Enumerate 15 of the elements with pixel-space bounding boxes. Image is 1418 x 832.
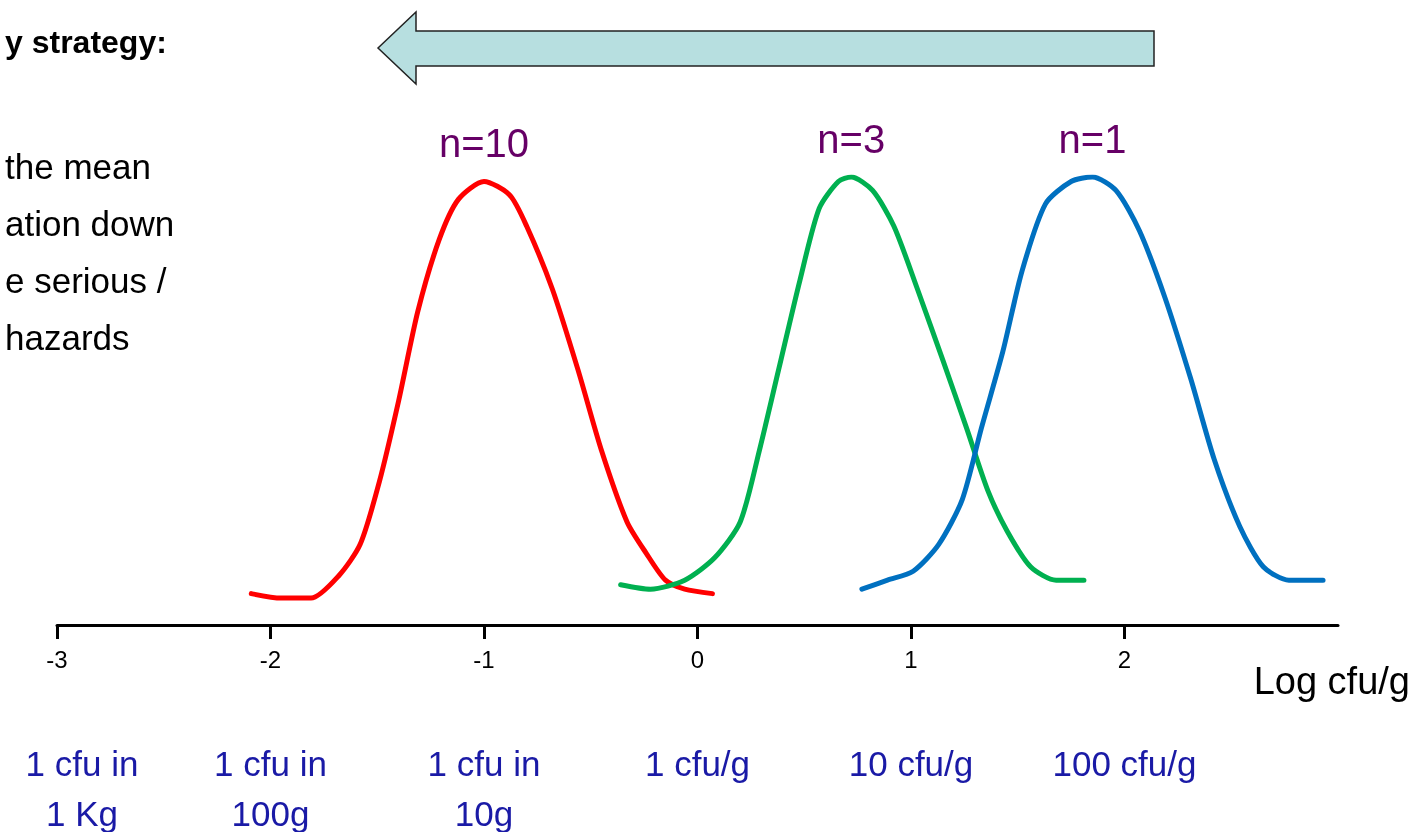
- text: 100 cfu/g: [1052, 743, 1197, 783]
- x-axis-title: Log cfu/g: [1253, 660, 1410, 702]
- x-tick-label: 1: [904, 645, 918, 673]
- series-label: n=10: [438, 121, 530, 166]
- series-label: n=1: [1058, 117, 1127, 161]
- chart-title: y strategy:: [5, 24, 167, 60]
- x-tick-label: -3: [46, 645, 68, 673]
- series-label: n=3: [817, 117, 886, 161]
- text: 10 cfu/g: [848, 743, 974, 783]
- x-tick-label: -1: [473, 645, 495, 673]
- x-tick-label: -2: [259, 645, 282, 673]
- annotation: the mean ation down e serious / hazards: [5, 147, 175, 357]
- x-tick-label: 0: [690, 645, 705, 673]
- x-tick-label: 2: [1117, 645, 1132, 673]
- text: 1 cfu/g: [644, 743, 751, 783]
